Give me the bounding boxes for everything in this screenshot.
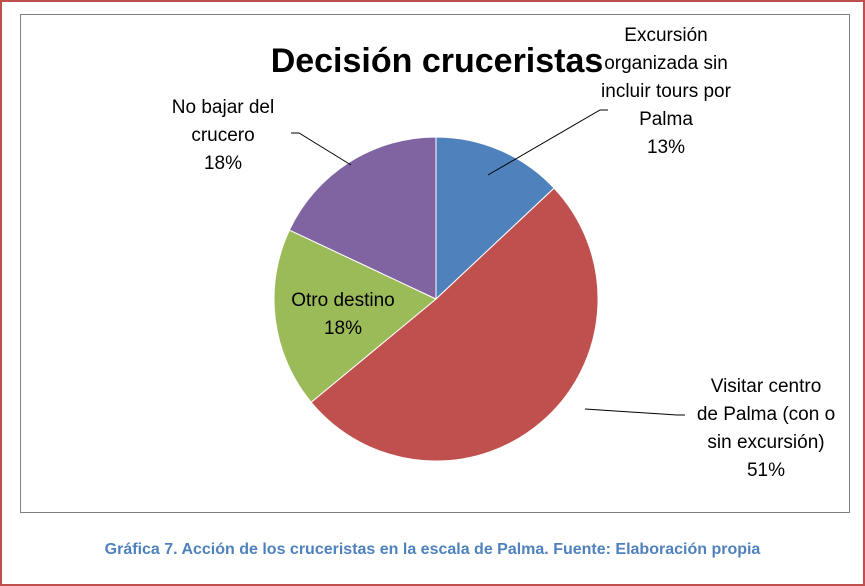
slice-value-label: 18% [204, 153, 242, 174]
pie-slice [310, 187, 599, 462]
leader-lines [291, 109, 685, 416]
pie-slice [288, 136, 437, 300]
leader-line [584, 408, 685, 416]
figure-caption: Gráfica 7. Acción de los cruceristas en … [104, 541, 761, 558]
slice-category-label: incluir tours por [601, 81, 732, 102]
slice-category-label: No bajar del [172, 97, 274, 118]
slice-value-label: 51% [747, 460, 785, 481]
slice-category-label: sin excursión) [707, 432, 824, 453]
slice-category-label: crucero [191, 125, 254, 146]
slice-value-label: 18% [324, 318, 362, 339]
slice-category-label: Otro destino [291, 290, 395, 311]
slice-category-label: organizada sin [604, 53, 728, 74]
pie-slices [273, 136, 599, 462]
slice-category-label: Visitar centro [711, 376, 822, 397]
slice-category-label: Palma [639, 109, 693, 130]
slice-labels: Excursión organizada sin incluir tours por… [172, 25, 835, 481]
pie-chart: Decisión cruceristas Excursión organizada… [172, 25, 835, 481]
pie-slice [435, 136, 555, 301]
chart-area: Decisión cruceristas Excursión organizada… [20, 14, 850, 513]
leader-line [291, 132, 352, 166]
slice-value-label: 13% [647, 137, 685, 158]
pie-slice [273, 229, 437, 403]
chart-title: Decisión cruceristas [271, 42, 604, 80]
slice-category-label: Excursión [624, 25, 707, 46]
slice-category-label: de Palma (con o [697, 404, 835, 425]
leader-line [487, 109, 608, 176]
